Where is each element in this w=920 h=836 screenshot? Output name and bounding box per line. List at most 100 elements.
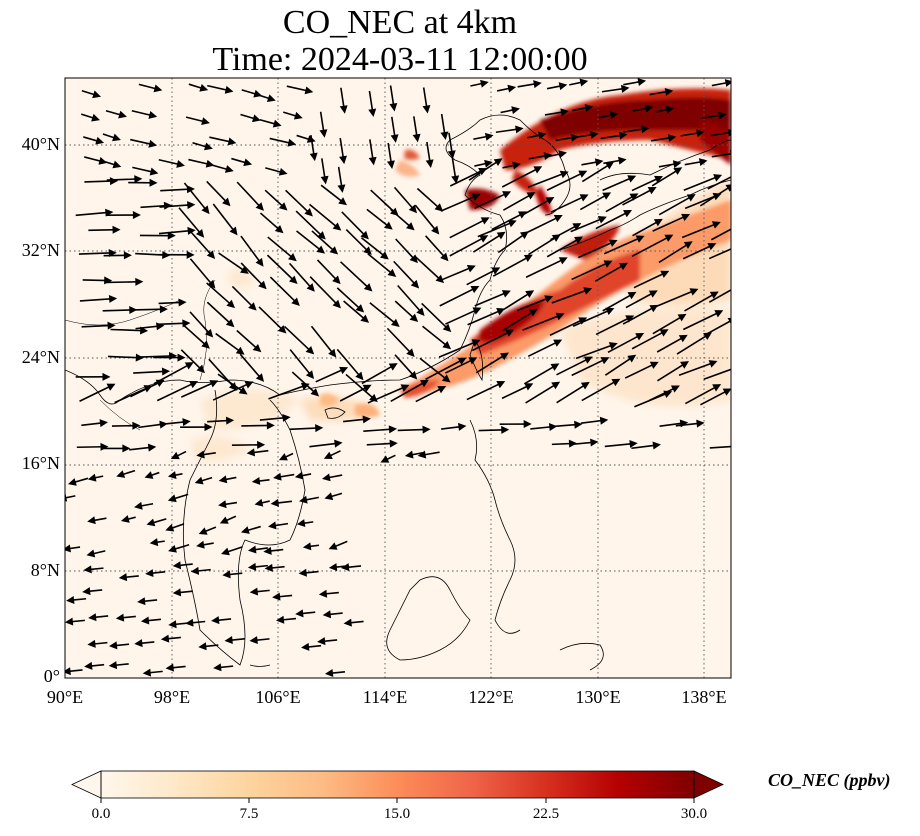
wind-arrow-head	[142, 668, 152, 677]
wind-arrow-shaft	[603, 236, 642, 255]
wind-arrow-shaft	[657, 362, 687, 382]
colorbar-tick-label: 0.0	[91, 806, 111, 822]
wind-arrow-head	[339, 366, 349, 375]
wind-arrow-head	[619, 262, 628, 271]
wind-arrow-head	[252, 343, 262, 353]
wind-arrow-head	[306, 283, 315, 292]
wind-arrow-shaft	[81, 324, 112, 328]
wind-arrow-head	[389, 439, 398, 448]
wind-arrow-head	[667, 134, 677, 143]
wind-arrow-head	[249, 587, 259, 596]
colorbar-extend-low	[71, 770, 102, 799]
wind-arrow-head	[583, 356, 593, 364]
wind-arrow-head	[500, 352, 509, 361]
wind-arrow-head	[457, 357, 467, 365]
wind-arrow-shaft	[158, 301, 183, 305]
wind-arrow-head	[258, 280, 267, 290]
wind-arrow-shaft	[291, 371, 317, 395]
wind-arrow-head	[405, 222, 415, 231]
wind-arrow-head	[590, 130, 599, 139]
wind-arrow-shaft	[546, 171, 584, 191]
wind-arrow-shaft	[413, 254, 442, 281]
wind-arrow-shaft	[604, 356, 634, 376]
wind-arrow-head	[511, 106, 520, 115]
wind-arrow-head	[648, 290, 658, 298]
wind-arrow-shaft	[710, 228, 731, 241]
wind-arrow-head	[698, 158, 708, 166]
wind-arrow-shaft	[106, 280, 140, 284]
wind-arrow-head	[246, 448, 256, 457]
wind-arrow-shaft	[522, 216, 560, 236]
wind-arrow-head	[597, 216, 607, 224]
wind-arrow-shaft	[466, 382, 503, 401]
wind-arrow-shaft	[269, 276, 298, 304]
wind-arrow-shaft	[217, 373, 245, 393]
wind-arrow-head	[360, 230, 369, 240]
wind-arrow-head	[186, 250, 195, 259]
wind-arrow-shaft	[107, 355, 140, 359]
wind-arrow-head	[599, 416, 609, 425]
wind-arrow-shaft	[595, 211, 629, 230]
wind-arrow-head	[263, 546, 272, 555]
wind-arrow-head	[272, 119, 282, 128]
wind-arrow-head	[408, 204, 418, 214]
wind-arrow-shaft	[652, 315, 684, 335]
wind-arrow-head	[305, 370, 315, 380]
wind-arrow-head	[148, 139, 158, 148]
wind-arrow-head	[712, 192, 722, 201]
wind-arrow-head	[218, 475, 228, 484]
wind-arrow-shaft	[339, 385, 369, 402]
wind-arrow-head	[355, 304, 365, 313]
wind-arrow-shaft	[632, 220, 660, 237]
wind-arrow-shaft	[180, 381, 216, 398]
wind-arrow-shaft	[394, 354, 416, 378]
wind-arrow-head	[211, 616, 220, 625]
wind-arrow-head	[187, 201, 196, 210]
wind-arrow-head	[558, 82, 568, 91]
wind-arrow-shaft	[397, 428, 427, 432]
wind-arrow-shaft	[516, 296, 550, 312]
wind-arrow-head	[594, 158, 604, 167]
wind-arrow-head	[254, 498, 264, 507]
wind-arrow-head	[299, 495, 308, 504]
wind-arrow-head	[219, 516, 229, 524]
wind-arrow-head	[112, 225, 121, 234]
wind-arrow-head	[267, 521, 277, 530]
wind-arrow-shaft	[206, 180, 229, 204]
wind-arrow-shaft	[159, 204, 192, 208]
wind-arrow-shaft	[605, 194, 636, 213]
wind-arrow-head	[524, 383, 534, 391]
wind-arrow-head	[252, 114, 261, 123]
wind-arrow-head	[496, 308, 506, 316]
wind-arrow-shaft	[502, 193, 533, 211]
wind-arrow-head	[301, 642, 310, 651]
wind-arrow-head	[388, 425, 398, 434]
wind-arrow-head	[91, 113, 100, 122]
wind-arrow-shaft	[341, 211, 367, 238]
wind-arrow-head	[412, 133, 421, 143]
wind-arrow-head	[383, 221, 393, 230]
coastlines	[65, 114, 731, 671]
wind-arrow-shaft	[658, 195, 693, 216]
wind-arrow-head	[321, 473, 331, 482]
wind-arrow-head	[222, 197, 231, 207]
colorbar-label: CO_NEC (ppbv)	[768, 770, 891, 790]
wind-arrow-head	[544, 295, 554, 303]
wind-arrow-head	[560, 108, 569, 117]
wind-arrow-shaft	[579, 193, 609, 211]
wind-arrow-head	[551, 381, 561, 390]
wind-arrow-head	[322, 610, 332, 619]
wind-arrow-shaft	[336, 348, 362, 378]
wind-arrow-head	[386, 160, 395, 169]
wind-arrow-shaft	[178, 207, 203, 236]
wind-arrow-head	[273, 472, 282, 481]
wind-arrow-head	[204, 142, 213, 151]
wind-arrow-head	[135, 353, 144, 362]
wind-arrow-head	[696, 419, 705, 428]
wind-arrow-head	[328, 563, 338, 572]
wind-arrow-head	[417, 450, 427, 459]
wind-arrow-head	[629, 439, 638, 448]
wind-arrow-shaft	[419, 357, 448, 381]
wind-arrow-head	[496, 231, 506, 240]
wind-arrow-head	[145, 569, 154, 578]
